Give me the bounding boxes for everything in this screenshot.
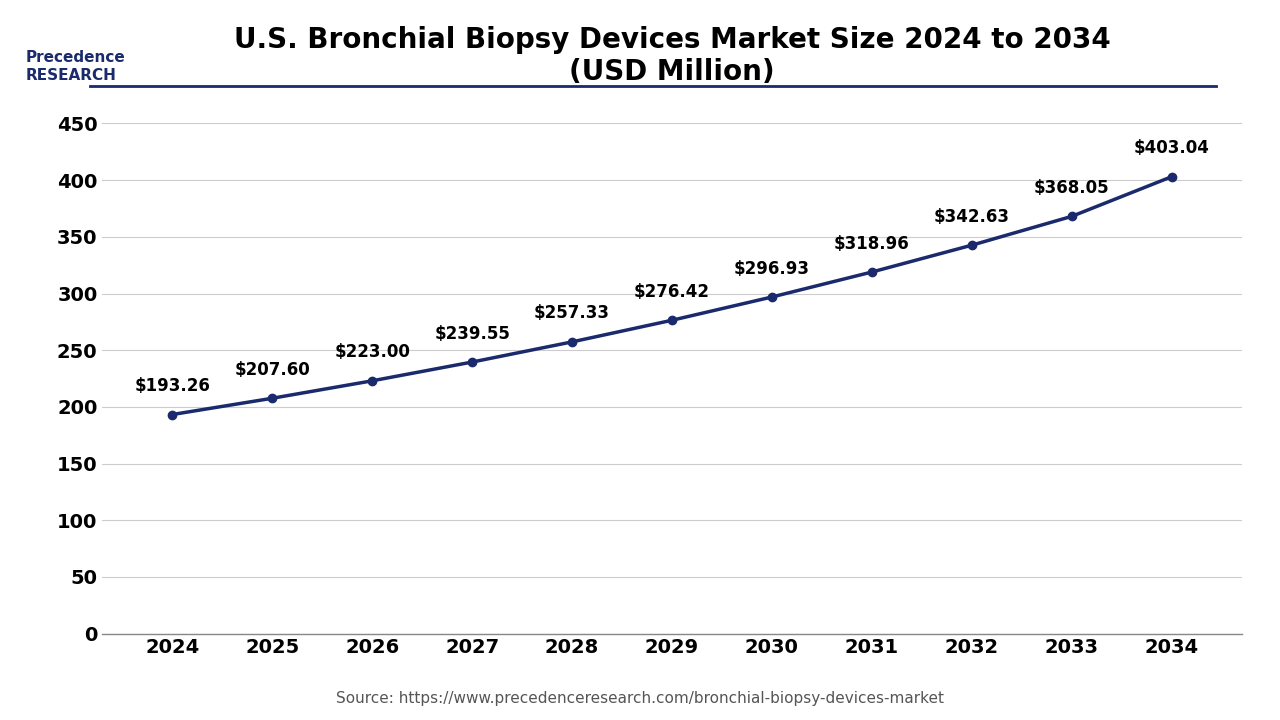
Text: $239.55: $239.55 <box>434 325 509 343</box>
Text: $368.05: $368.05 <box>1034 179 1110 197</box>
Text: $207.60: $207.60 <box>234 361 310 379</box>
Text: $318.96: $318.96 <box>835 235 910 253</box>
Text: Precedence
RESEARCH: Precedence RESEARCH <box>26 50 125 83</box>
Text: $296.93: $296.93 <box>733 259 810 277</box>
Title: U.S. Bronchial Biopsy Devices Market Size 2024 to 2034
(USD Million): U.S. Bronchial Biopsy Devices Market Siz… <box>234 26 1110 86</box>
Text: $223.00: $223.00 <box>334 343 410 361</box>
Text: $342.63: $342.63 <box>934 208 1010 226</box>
Text: $403.04: $403.04 <box>1134 139 1210 157</box>
Text: Source: https://www.precedenceresearch.com/bronchial-biopsy-devices-market: Source: https://www.precedenceresearch.c… <box>335 690 945 706</box>
Text: $276.42: $276.42 <box>634 283 710 301</box>
Text: $193.26: $193.26 <box>134 377 210 395</box>
Text: $257.33: $257.33 <box>534 305 611 323</box>
